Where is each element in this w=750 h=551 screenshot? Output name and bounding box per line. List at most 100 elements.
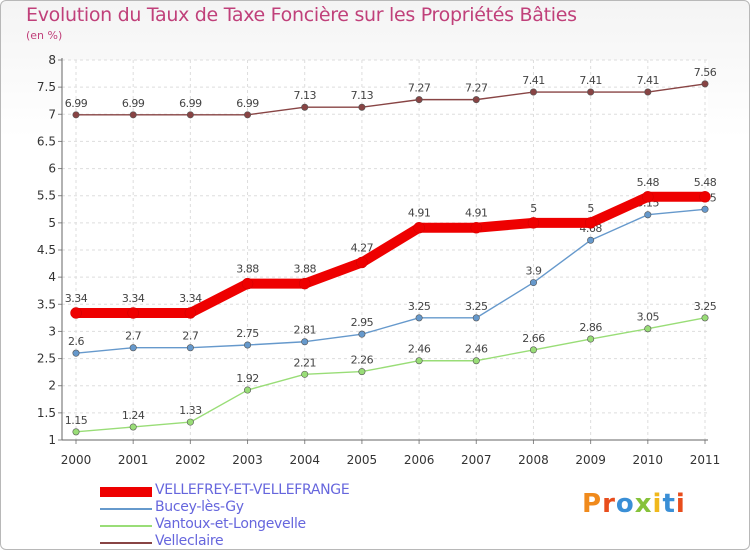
data-label: 6.99 bbox=[236, 97, 259, 110]
legend-label: Velleclaire bbox=[155, 533, 224, 549]
data-point bbox=[358, 103, 366, 111]
legend-swatch bbox=[100, 525, 152, 527]
data-label: 3.34 bbox=[65, 292, 88, 305]
data-point bbox=[129, 111, 137, 119]
y-tick-label: 2 bbox=[48, 379, 56, 393]
chart-title: Evolution du Taux de Taxe Foncière sur l… bbox=[26, 4, 577, 26]
x-tick-label: 2001 bbox=[118, 453, 149, 467]
y-tick-label: 5 bbox=[48, 216, 56, 230]
data-label: 1.15 bbox=[65, 414, 88, 427]
data-point bbox=[358, 368, 366, 376]
data-point bbox=[70, 307, 82, 319]
data-label: 2.6 bbox=[68, 335, 84, 348]
data-label: 7.41 bbox=[637, 74, 660, 87]
legend-swatch bbox=[100, 542, 152, 544]
data-point bbox=[301, 370, 309, 378]
data-label: 7.56 bbox=[694, 66, 717, 79]
data-label: 1.92 bbox=[236, 372, 259, 385]
legend-swatch bbox=[100, 508, 152, 510]
logo-letter: o bbox=[615, 489, 635, 519]
logo-letter: r bbox=[602, 489, 616, 519]
data-label: 6.99 bbox=[179, 97, 202, 110]
data-point bbox=[129, 423, 137, 431]
data-label: 1.33 bbox=[179, 404, 202, 417]
data-point bbox=[129, 344, 137, 352]
series-line-3 bbox=[75, 83, 706, 116]
data-label: 2.81 bbox=[293, 324, 316, 337]
x-tick-label: 2006 bbox=[404, 453, 435, 467]
data-point bbox=[587, 335, 595, 343]
legend-label: Bucey-lès-Gy bbox=[155, 499, 244, 515]
legend-label: Vantoux-et-Longevelle bbox=[155, 516, 306, 532]
data-point bbox=[186, 111, 194, 119]
logo-letter: x bbox=[634, 489, 653, 519]
data-point bbox=[644, 88, 652, 96]
chart-subtitle: (en %) bbox=[26, 29, 63, 42]
data-point bbox=[644, 211, 652, 219]
data-point bbox=[584, 217, 597, 229]
data-label: 3.25 bbox=[408, 300, 431, 313]
data-point bbox=[529, 346, 537, 354]
data-label: 3.34 bbox=[122, 292, 145, 305]
series-line-0 bbox=[71, 191, 710, 318]
legend-label: VELLEFREY-ET-VELLEFRANGE bbox=[155, 482, 350, 498]
y-tick-label: 5.5 bbox=[37, 189, 56, 203]
data-label: 3.25 bbox=[694, 300, 717, 313]
data-point bbox=[472, 96, 480, 104]
data-label: 1.24 bbox=[122, 409, 145, 422]
data-point bbox=[356, 256, 368, 269]
y-tick-label: 1.5 bbox=[37, 406, 56, 420]
data-label: 2.46 bbox=[408, 343, 431, 356]
logo-letter: t bbox=[662, 489, 676, 519]
data-point bbox=[529, 279, 537, 287]
data-point bbox=[244, 111, 252, 119]
x-tick-label: 2007 bbox=[461, 453, 492, 467]
series-line-1 bbox=[75, 208, 706, 354]
data-point bbox=[72, 428, 80, 436]
data-label: 7.13 bbox=[293, 89, 316, 102]
data-point bbox=[415, 314, 423, 322]
legend-item: Velleclaire bbox=[100, 533, 400, 551]
x-tick-label: 2000 bbox=[61, 453, 92, 467]
data-label: 2.86 bbox=[579, 321, 602, 334]
data-point bbox=[642, 191, 654, 203]
data-point bbox=[644, 325, 652, 333]
x-tick-label: 2004 bbox=[289, 453, 320, 467]
x-tick-label: 2011 bbox=[690, 453, 721, 467]
data-point bbox=[415, 357, 423, 365]
data-point bbox=[699, 191, 711, 203]
data-point bbox=[244, 386, 252, 394]
data-point bbox=[186, 418, 194, 426]
x-tick-label: 2010 bbox=[633, 453, 664, 467]
logo-letter: i bbox=[652, 489, 663, 519]
data-point bbox=[298, 277, 311, 290]
y-tick-label: 8 bbox=[48, 53, 56, 67]
data-point bbox=[358, 330, 366, 338]
data-label: 3.88 bbox=[236, 263, 259, 276]
series-line-2 bbox=[75, 317, 706, 433]
data-point bbox=[529, 88, 537, 96]
data-label: 3.05 bbox=[637, 311, 660, 324]
data-point bbox=[587, 236, 595, 244]
data-point bbox=[701, 314, 709, 322]
data-point bbox=[241, 277, 254, 290]
data-point bbox=[701, 80, 709, 88]
data-label: 6.99 bbox=[122, 97, 145, 110]
data-label: 3.88 bbox=[293, 263, 316, 276]
data-label: 2.7 bbox=[125, 330, 141, 343]
y-tick-label: 4.5 bbox=[37, 243, 56, 257]
data-label: 5 bbox=[530, 202, 537, 215]
data-point bbox=[127, 307, 139, 319]
data-point bbox=[301, 338, 309, 346]
data-point bbox=[701, 205, 709, 213]
legend-swatch bbox=[100, 487, 152, 497]
data-label: 3.9 bbox=[525, 265, 541, 278]
data-label: 7.13 bbox=[351, 89, 374, 102]
data-label: 5.48 bbox=[637, 176, 660, 189]
data-label: 7.41 bbox=[579, 74, 602, 87]
data-label: 6.99 bbox=[65, 97, 88, 110]
y-tick-label: 3 bbox=[48, 324, 56, 338]
data-point bbox=[587, 88, 595, 96]
y-tick-label: 2.5 bbox=[37, 352, 56, 366]
